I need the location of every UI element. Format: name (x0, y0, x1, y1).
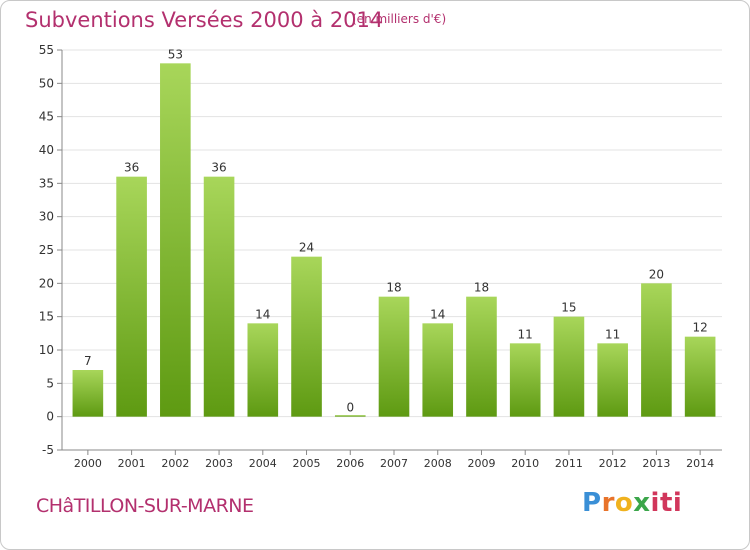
x-tick-label: 2012 (599, 457, 627, 470)
data-label: 36 (124, 161, 139, 175)
bar (116, 176, 147, 417)
y-tick-label: 15 (39, 310, 54, 324)
bar (203, 176, 235, 417)
data-label: 53 (168, 47, 183, 61)
data-labels: 7 36 53 36 14 24 0 18 14 18 11 15 11 20 12 (84, 47, 708, 414)
x-tick-label: 2001 (118, 457, 146, 470)
y-tick-label: 50 (39, 76, 54, 90)
x-tick-label: 2010 (511, 457, 539, 470)
data-label: 11 (605, 327, 620, 341)
data-label: 36 (211, 161, 226, 175)
x-tick-label: 2006 (336, 457, 364, 470)
bar (334, 415, 366, 417)
y-tick-label: 30 (39, 210, 54, 224)
bar (72, 370, 104, 417)
y-tick-label: 25 (39, 243, 54, 257)
data-label: 20 (649, 267, 664, 281)
data-label: 7 (84, 354, 92, 368)
logo-letter: r (601, 488, 615, 518)
bar (509, 343, 541, 417)
proxiti-logo: Proxiti (582, 488, 682, 518)
x-tick-label: 2009 (467, 457, 495, 470)
data-label: 24 (299, 241, 314, 255)
y-tick-label: 0 (46, 410, 54, 424)
logo-letter: P (582, 488, 602, 518)
chart-title: Subventions Versées 2000 à 2014 (25, 8, 384, 32)
bar (466, 296, 497, 417)
logo-letter: x (633, 488, 651, 518)
data-label: 11 (518, 327, 533, 341)
axes (57, 49, 722, 455)
y-tick-label: 35 (39, 176, 54, 190)
data-label: 14 (430, 307, 445, 321)
y-tick-labels: -5 0 5 10 15 20 25 30 35 40 45 50 55 (39, 43, 54, 457)
y-tick-label: -5 (42, 443, 54, 457)
y-tick-label: 55 (39, 43, 54, 57)
x-tick-label: 2011 (555, 457, 583, 470)
x-tick-label: 2007 (380, 457, 408, 470)
x-tick-label: 2000 (74, 457, 102, 470)
y-tick-label: 10 (39, 343, 54, 357)
bar (160, 63, 191, 417)
bars (72, 63, 716, 417)
logo-letter: iti (650, 488, 683, 518)
data-label: 18 (474, 281, 489, 295)
data-label: 0 (346, 401, 354, 415)
data-label: 18 (386, 281, 401, 295)
bar (291, 256, 322, 417)
chart-unit-note: (en milliers d'€) (352, 12, 447, 26)
y-tick-label: 40 (39, 143, 54, 157)
x-tick-label: 2003 (205, 457, 233, 470)
bar (422, 323, 454, 417)
bar (684, 336, 716, 417)
x-tick-label: 2004 (249, 457, 277, 470)
x-tick-label: 2013 (642, 457, 670, 470)
bar (597, 343, 628, 417)
data-label: 14 (255, 307, 270, 321)
x-tick-label: 2002 (161, 457, 189, 470)
y-tick-label: 20 (39, 276, 54, 290)
x-tick-label: 2014 (686, 457, 714, 470)
bar (247, 323, 279, 417)
y-tick-label: 45 (39, 110, 54, 124)
bar (378, 296, 410, 417)
logo-letter: o (614, 488, 634, 518)
x-tick-labels: 2000 2001 2002 2003 2004 2005 2006 2007 2008 2009… (74, 457, 714, 470)
commune-name: CHâTILLON-SUR-MARNE (36, 495, 254, 517)
y-tick-label: 5 (46, 376, 54, 390)
data-label: 15 (561, 301, 576, 315)
bar (641, 283, 672, 417)
x-tick-label: 2005 (293, 457, 321, 470)
x-tick-label: 2008 (424, 457, 452, 470)
bar (553, 316, 585, 417)
data-label: 12 (692, 321, 707, 335)
